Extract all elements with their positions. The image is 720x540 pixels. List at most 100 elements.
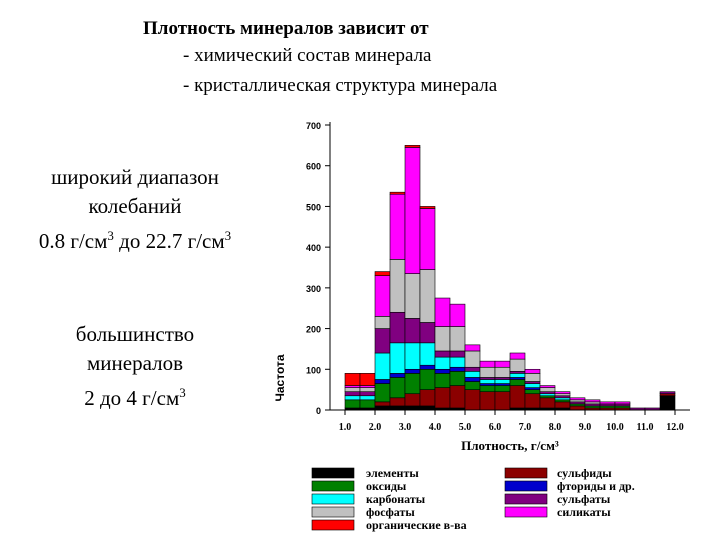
x-tick-label: 6.0 bbox=[489, 422, 502, 433]
range-max-sup: 3 bbox=[224, 228, 232, 243]
bar-segment bbox=[449, 371, 466, 386]
bar-segment bbox=[449, 356, 466, 368]
bar-segment bbox=[494, 383, 511, 386]
bar-segment bbox=[479, 379, 496, 384]
legend-label: органические в-ва bbox=[366, 518, 467, 532]
bar-segment bbox=[449, 350, 466, 358]
legend-label: сульфиды bbox=[557, 466, 612, 480]
bar-segment bbox=[509, 385, 526, 409]
bar-segment bbox=[509, 379, 526, 386]
bar-segment bbox=[659, 393, 676, 397]
bar-segment bbox=[389, 311, 406, 344]
y-tick-label: 700 bbox=[306, 121, 321, 131]
x-axis-ticks: 1.0 2.0 3.0 4.0 5.0 6.0 7.0 8.0 9.0 10.0 11.0 12.0 bbox=[339, 410, 684, 433]
bar-segment bbox=[419, 405, 436, 411]
bar-segment bbox=[599, 401, 616, 405]
bar-segment bbox=[344, 391, 361, 397]
bar-segment bbox=[389, 373, 406, 378]
legend-swatch bbox=[311, 506, 355, 518]
bar-segment bbox=[449, 385, 466, 409]
bar-segment bbox=[584, 405, 601, 409]
bar-segment bbox=[539, 387, 556, 392]
bar-segment bbox=[614, 403, 631, 407]
y-tick-label: 300 bbox=[306, 284, 321, 294]
most-minerals-line2: минералов bbox=[87, 351, 183, 375]
legend-swatch bbox=[504, 493, 548, 505]
x-tick-label: 12.0 bbox=[666, 422, 684, 433]
bar-segment bbox=[434, 368, 451, 374]
bar-segment bbox=[449, 326, 466, 352]
bar-segment bbox=[464, 344, 481, 352]
bar-segment bbox=[389, 259, 406, 313]
bar-segment bbox=[479, 366, 496, 378]
bullet-chemical-composition: - химический состав минерала bbox=[183, 45, 432, 66]
bar-segment bbox=[389, 193, 406, 260]
bar-segment bbox=[404, 393, 421, 407]
bar-segment bbox=[434, 356, 451, 370]
bar-segment bbox=[374, 328, 391, 354]
legend-swatch bbox=[311, 493, 355, 505]
x-tick-label: 2.0 bbox=[369, 422, 382, 433]
legend-label: фосфаты bbox=[366, 505, 415, 519]
range-min: 0.8 г/см bbox=[38, 229, 108, 253]
bar-segment bbox=[539, 391, 556, 395]
bar-segment bbox=[344, 395, 361, 401]
bar-segment bbox=[389, 342, 406, 374]
bar-segment bbox=[374, 316, 391, 329]
slide-title: Плотность минералов зависит от bbox=[143, 18, 429, 39]
bar-segment bbox=[509, 377, 526, 380]
bar-segment bbox=[554, 399, 571, 403]
bar-segment bbox=[554, 395, 571, 399]
bar-segment bbox=[569, 397, 586, 401]
bar-segment bbox=[419, 269, 436, 323]
bar-segment bbox=[374, 383, 391, 403]
bar-segment bbox=[539, 397, 556, 409]
bar-segment bbox=[389, 405, 406, 411]
bar-segment bbox=[374, 405, 391, 411]
bar-segment bbox=[554, 401, 571, 409]
bar-segment bbox=[494, 366, 511, 378]
bar-segment bbox=[404, 368, 421, 374]
bar-segment bbox=[449, 303, 466, 327]
bar-segment bbox=[359, 387, 376, 392]
legend-swatch bbox=[311, 519, 355, 531]
bar-segment bbox=[479, 391, 496, 411]
wide-range-note: широкий диапазон колебаний 0.8 г/см3 до … bbox=[0, 163, 270, 256]
bar-segment bbox=[539, 393, 556, 397]
x-tick-label: 11.0 bbox=[637, 422, 654, 433]
histogram-bars bbox=[344, 145, 676, 411]
bar-segment bbox=[494, 391, 511, 411]
bar-segment bbox=[614, 405, 631, 409]
common-range: 2 до 4 г/см bbox=[84, 386, 180, 410]
bar-segment bbox=[479, 377, 496, 380]
bar-segment bbox=[404, 405, 421, 411]
x-tick-label: 1.0 bbox=[339, 422, 352, 433]
bar-segment bbox=[569, 401, 586, 405]
bar-segment bbox=[374, 401, 391, 407]
legend-label: сульфаты bbox=[557, 492, 611, 506]
bar-segment bbox=[449, 366, 466, 372]
legend-label: фториды и др. bbox=[557, 479, 635, 493]
range-max: до 22.7 г/см bbox=[113, 229, 225, 253]
x-tick-label: 7.0 bbox=[519, 422, 532, 433]
bar-segment bbox=[434, 350, 451, 358]
x-tick-label: 8.0 bbox=[549, 422, 562, 433]
wide-range-line1: широкий диапазон bbox=[51, 165, 219, 189]
bar-segment bbox=[464, 371, 481, 378]
bar-segment bbox=[419, 208, 436, 270]
bar-segment bbox=[554, 391, 571, 395]
most-minerals-note: большинство минералов 2 до 4 г/см3 bbox=[0, 320, 270, 413]
common-range-sup: 3 bbox=[179, 385, 186, 400]
x-axis-label: Плотность, г/см³ bbox=[461, 438, 559, 453]
bar-segment bbox=[659, 391, 676, 395]
bar-segment bbox=[374, 352, 391, 380]
bar-segment bbox=[584, 401, 601, 405]
x-tick-label: 9.0 bbox=[579, 422, 592, 433]
bar-segment bbox=[524, 389, 541, 395]
bar-segment bbox=[419, 342, 436, 366]
bar-segment bbox=[479, 360, 496, 368]
bar-segment bbox=[404, 373, 421, 395]
bar-segment bbox=[404, 145, 421, 148]
bar-segment bbox=[359, 385, 376, 388]
bar-segment bbox=[584, 399, 601, 403]
